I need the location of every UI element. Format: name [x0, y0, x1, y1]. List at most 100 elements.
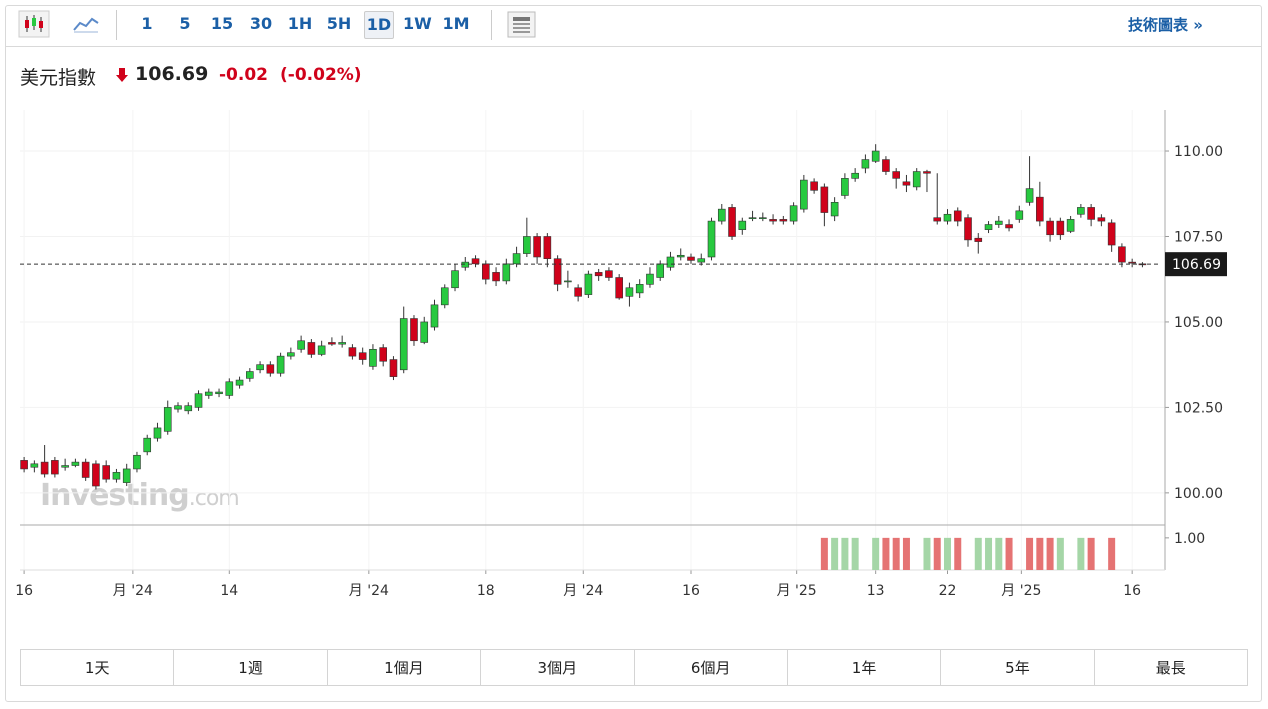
- candle-body: [492, 272, 500, 282]
- candle-body: [646, 273, 654, 285]
- candle-body: [1056, 220, 1065, 236]
- x-tick-label: 月 '25: [1001, 583, 1041, 599]
- candle-body: [984, 224, 993, 230]
- candle-body: [851, 172, 859, 179]
- candle-body: [1128, 261, 1136, 264]
- interval-button[interactable]: 1M: [442, 14, 470, 33]
- candle-body: [225, 381, 234, 396]
- candle-body: [122, 468, 131, 483]
- interval-button[interactable]: 1D: [364, 11, 394, 39]
- technical-chart-link[interactable]: 技術圖表 »: [1128, 16, 1203, 34]
- candle-body: [246, 371, 254, 379]
- price-change: -0.02: [219, 65, 268, 85]
- range-tab[interactable]: 3個月: [480, 649, 635, 686]
- x-tick-label: 22: [939, 583, 957, 599]
- volume-bar: [923, 537, 931, 570]
- candle-body: [871, 150, 880, 162]
- layout-icon[interactable]: [507, 11, 536, 38]
- watermark-brand: Investing: [40, 478, 189, 513]
- candle-body: [1015, 210, 1024, 220]
- candle-body: [512, 253, 521, 265]
- volume-bar: [1077, 537, 1085, 570]
- volume-bar: [933, 537, 941, 570]
- candle-body: [40, 461, 49, 475]
- interval-button[interactable]: 15: [210, 14, 234, 33]
- volume-bar: [851, 537, 859, 570]
- volume-bar: [985, 537, 993, 570]
- candle-body: [933, 217, 942, 222]
- candle-body: [810, 181, 818, 191]
- candle-body: [574, 287, 582, 297]
- candle-body: [399, 318, 408, 371]
- candle-body: [615, 277, 623, 299]
- candle-body: [841, 178, 849, 196]
- candle-body: [748, 217, 757, 219]
- interval-button[interactable]: 1H: [287, 14, 313, 33]
- interval-button[interactable]: 5H: [326, 14, 352, 33]
- candle-body: [174, 405, 182, 410]
- candle-body: [707, 220, 716, 258]
- x-tick-label: 月 '24: [563, 583, 603, 599]
- candle-body: [102, 465, 110, 480]
- candle-body: [625, 287, 634, 297]
- candle-body: [697, 258, 706, 263]
- volume-bar: [1036, 537, 1044, 570]
- range-tab[interactable]: 1年: [786, 649, 942, 686]
- candle-icon[interactable]: [18, 10, 50, 38]
- candle-body: [902, 181, 911, 186]
- watermark-domain: .com: [189, 486, 239, 511]
- candle-body: [533, 236, 541, 258]
- volume-bar: [882, 537, 890, 570]
- interval-button[interactable]: 1W: [403, 14, 432, 33]
- interval-button[interactable]: 30: [249, 14, 273, 33]
- candle-body: [584, 273, 593, 295]
- interval-button[interactable]: 5: [179, 14, 191, 33]
- range-tab[interactable]: 1個月: [326, 649, 482, 686]
- candle-body: [861, 159, 870, 169]
- candle-body: [30, 463, 39, 468]
- candle-body: [451, 270, 459, 289]
- range-tab[interactable]: 5年: [940, 649, 1095, 686]
- range-tab[interactable]: 最長: [1093, 649, 1248, 686]
- candle-body: [317, 345, 326, 355]
- candle-body: [759, 217, 767, 219]
- candle-body: [297, 340, 305, 350]
- x-tick-label: 18: [477, 583, 495, 599]
- candle-body: [502, 263, 511, 282]
- volume-bar: [1046, 537, 1054, 570]
- candle-body: [184, 405, 193, 412]
- range-tab[interactable]: 1天: [20, 649, 175, 686]
- candle-body: [717, 208, 726, 222]
- candle-body: [779, 219, 788, 222]
- volume-bar: [892, 537, 900, 570]
- interval-button[interactable]: 1: [141, 14, 153, 33]
- candle-body: [307, 342, 316, 355]
- separator: [116, 10, 117, 40]
- candle-body: [420, 321, 429, 343]
- x-tick-label: 月 '24: [113, 583, 153, 599]
- candle-body: [461, 261, 470, 268]
- candle-body: [276, 355, 285, 374]
- candle-body: [994, 220, 1003, 225]
- candle-body: [830, 201, 839, 217]
- chart: Investing.com 100.00 102.50 105.00 107.50 110…: [15, 110, 1227, 599]
- candle-body: [594, 272, 603, 277]
- y-tick-label: 110.00: [1174, 144, 1223, 160]
- x-tick-label: 16: [15, 583, 33, 599]
- candle-body: [358, 352, 367, 360]
- candle-body: [1077, 207, 1085, 215]
- candle-body: [687, 256, 695, 261]
- y-tick-label: 107.50: [1174, 229, 1223, 245]
- volume-bar: [872, 537, 880, 570]
- line-icon[interactable]: [72, 14, 100, 34]
- instrument-name: 美元指數: [20, 67, 97, 89]
- candle-body: [235, 379, 244, 386]
- volume-bar: [1087, 537, 1095, 570]
- range-tab[interactable]: 1週: [173, 649, 328, 686]
- candle-body: [71, 461, 80, 466]
- volume-bar: [831, 537, 839, 570]
- candle-body: [543, 236, 552, 260]
- candle-body: [215, 391, 223, 395]
- range-tab[interactable]: 6個月: [633, 649, 788, 686]
- candle-body: [92, 463, 100, 487]
